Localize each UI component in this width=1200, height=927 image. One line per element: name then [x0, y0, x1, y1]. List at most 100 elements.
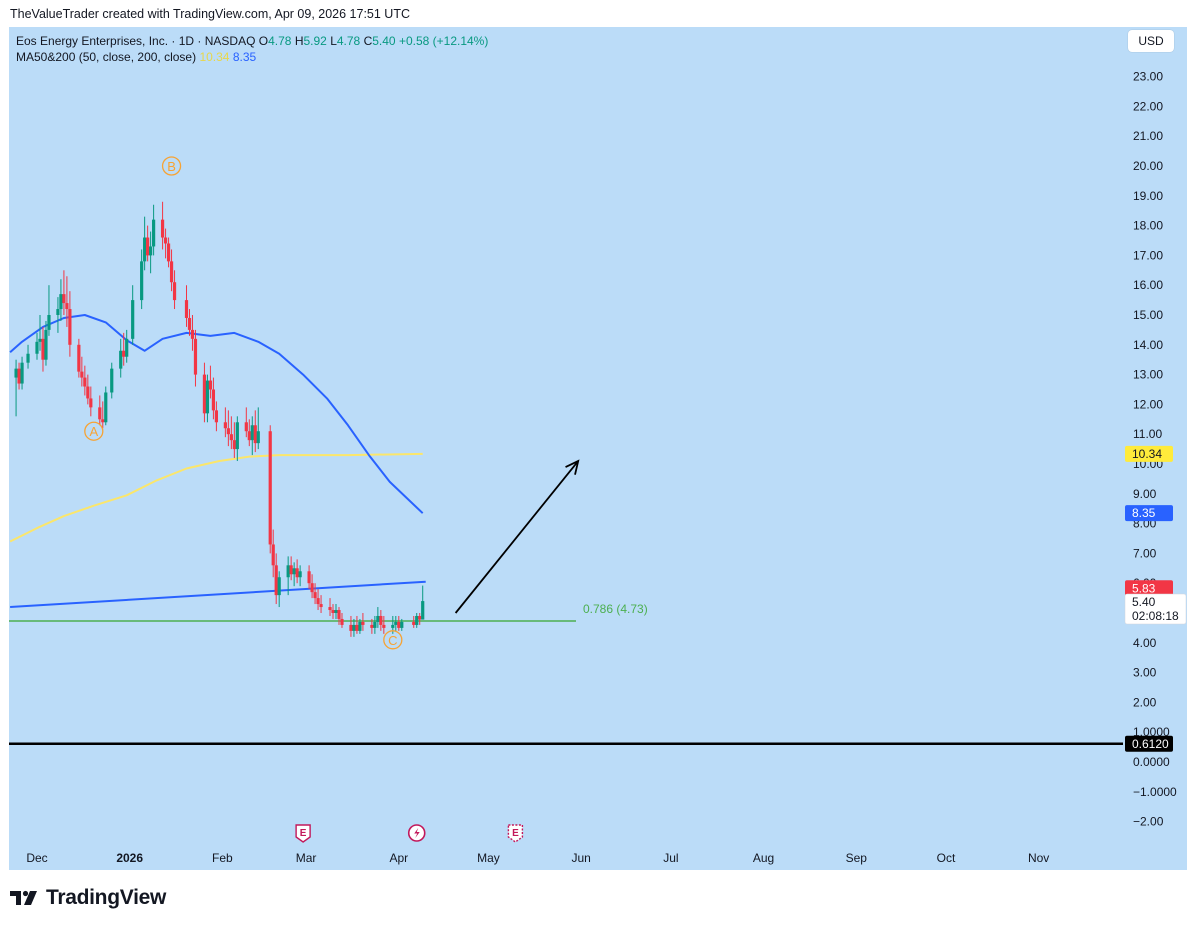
split-dividend-icon[interactable] — [407, 824, 426, 842]
candle[interactable] — [101, 401, 105, 429]
candle[interactable] — [229, 416, 233, 450]
candle[interactable] — [140, 249, 144, 310]
chart-area[interactable] — [9, 27, 1187, 870]
candle[interactable] — [313, 583, 317, 605]
candle[interactable] — [80, 356, 84, 387]
candle[interactable] — [152, 204, 156, 256]
candle[interactable] — [190, 315, 195, 351]
candle[interactable] — [208, 365, 213, 399]
candle[interactable] — [119, 338, 123, 378]
candle[interactable] — [166, 237, 171, 268]
candle[interactable] — [193, 329, 198, 387]
legend-symbol[interactable]: Eos Energy Enterprises, Inc. · 1D · NASD… — [16, 34, 256, 48]
projection-arrow[interactable] — [454, 459, 580, 614]
earnings-icon[interactable]: E — [295, 824, 311, 843]
candle[interactable] — [146, 225, 150, 262]
candle[interactable] — [86, 374, 90, 405]
candle[interactable] — [202, 362, 207, 423]
candle[interactable] — [205, 374, 210, 423]
candle[interactable] — [235, 416, 239, 462]
candle[interactable] — [334, 604, 338, 619]
candle[interactable] — [104, 386, 108, 426]
candle[interactable] — [169, 249, 174, 292]
candle[interactable] — [44, 320, 48, 366]
candle[interactable] — [253, 410, 257, 453]
candle[interactable] — [400, 618, 404, 631]
candle[interactable] — [397, 615, 401, 631]
wave-label-a[interactable]: A — [84, 421, 104, 441]
wave-label-c[interactable]: C — [383, 630, 403, 650]
candle[interactable] — [418, 613, 422, 625]
candle[interactable] — [110, 362, 114, 399]
candle[interactable] — [340, 613, 344, 628]
candle[interactable] — [382, 615, 386, 634]
candle[interactable] — [274, 553, 278, 605]
candle[interactable] — [184, 285, 189, 327]
candle[interactable] — [376, 607, 380, 628]
candle[interactable] — [122, 332, 126, 366]
upcoming-earnings-icon[interactable]: E — [507, 824, 524, 843]
candle[interactable] — [65, 276, 69, 327]
candle[interactable] — [331, 604, 335, 619]
ma-200-line[interactable] — [9, 452, 423, 543]
candle[interactable] — [415, 613, 419, 628]
candle[interactable] — [172, 270, 177, 310]
wave-label-b[interactable]: B — [161, 156, 182, 176]
candle[interactable] — [370, 618, 374, 634]
candle[interactable] — [286, 556, 290, 596]
candle[interactable] — [214, 401, 218, 432]
candle[interactable] — [319, 595, 323, 613]
candle[interactable] — [247, 419, 251, 447]
candle[interactable] — [421, 585, 425, 620]
candle[interactable] — [59, 279, 63, 321]
candle[interactable] — [349, 615, 353, 637]
currency-button[interactable]: USD — [1128, 30, 1174, 52]
candle[interactable] — [187, 309, 192, 336]
candle[interactable] — [310, 574, 314, 599]
candle[interactable] — [41, 326, 45, 372]
candle[interactable] — [163, 228, 168, 259]
candle[interactable] — [355, 615, 359, 634]
candle[interactable] — [295, 559, 299, 584]
candle[interactable] — [232, 422, 236, 459]
candle[interactable] — [337, 607, 341, 625]
candle[interactable] — [394, 615, 398, 631]
candle[interactable] — [125, 329, 129, 363]
candle[interactable] — [20, 356, 24, 390]
candle[interactable] — [35, 332, 39, 360]
candle[interactable] — [268, 425, 272, 554]
candle[interactable] — [14, 359, 18, 417]
candle[interactable] — [26, 344, 30, 369]
candle[interactable] — [226, 410, 230, 447]
candle[interactable] — [412, 615, 416, 628]
candle[interactable] — [361, 613, 365, 631]
candle[interactable] — [277, 571, 281, 608]
candle[interactable] — [149, 231, 153, 274]
candle[interactable] — [83, 365, 87, 396]
candle[interactable] — [292, 562, 296, 587]
candle[interactable] — [77, 338, 81, 378]
candle[interactable] — [256, 407, 260, 450]
legend-ma-label[interactable]: MA50&200 (50, close, 200, close) — [16, 50, 197, 64]
candle[interactable] — [98, 395, 102, 426]
candle[interactable] — [352, 618, 356, 637]
candle[interactable] — [289, 556, 293, 581]
candle[interactable] — [271, 529, 275, 578]
candle[interactable] — [244, 407, 248, 438]
candle[interactable] — [89, 386, 93, 417]
candle[interactable] — [316, 589, 320, 611]
candle[interactable] — [17, 362, 21, 390]
candle[interactable] — [62, 270, 66, 315]
candle[interactable] — [358, 618, 362, 634]
candle[interactable] — [47, 285, 51, 336]
candle[interactable] — [160, 201, 165, 250]
candle[interactable] — [143, 216, 147, 271]
candle[interactable] — [56, 297, 60, 333]
candle[interactable] — [131, 285, 135, 345]
candle[interactable] — [250, 416, 254, 456]
candle[interactable] — [373, 615, 377, 634]
candle[interactable] — [328, 598, 332, 616]
candle[interactable] — [379, 610, 383, 631]
candle[interactable] — [38, 315, 42, 351]
